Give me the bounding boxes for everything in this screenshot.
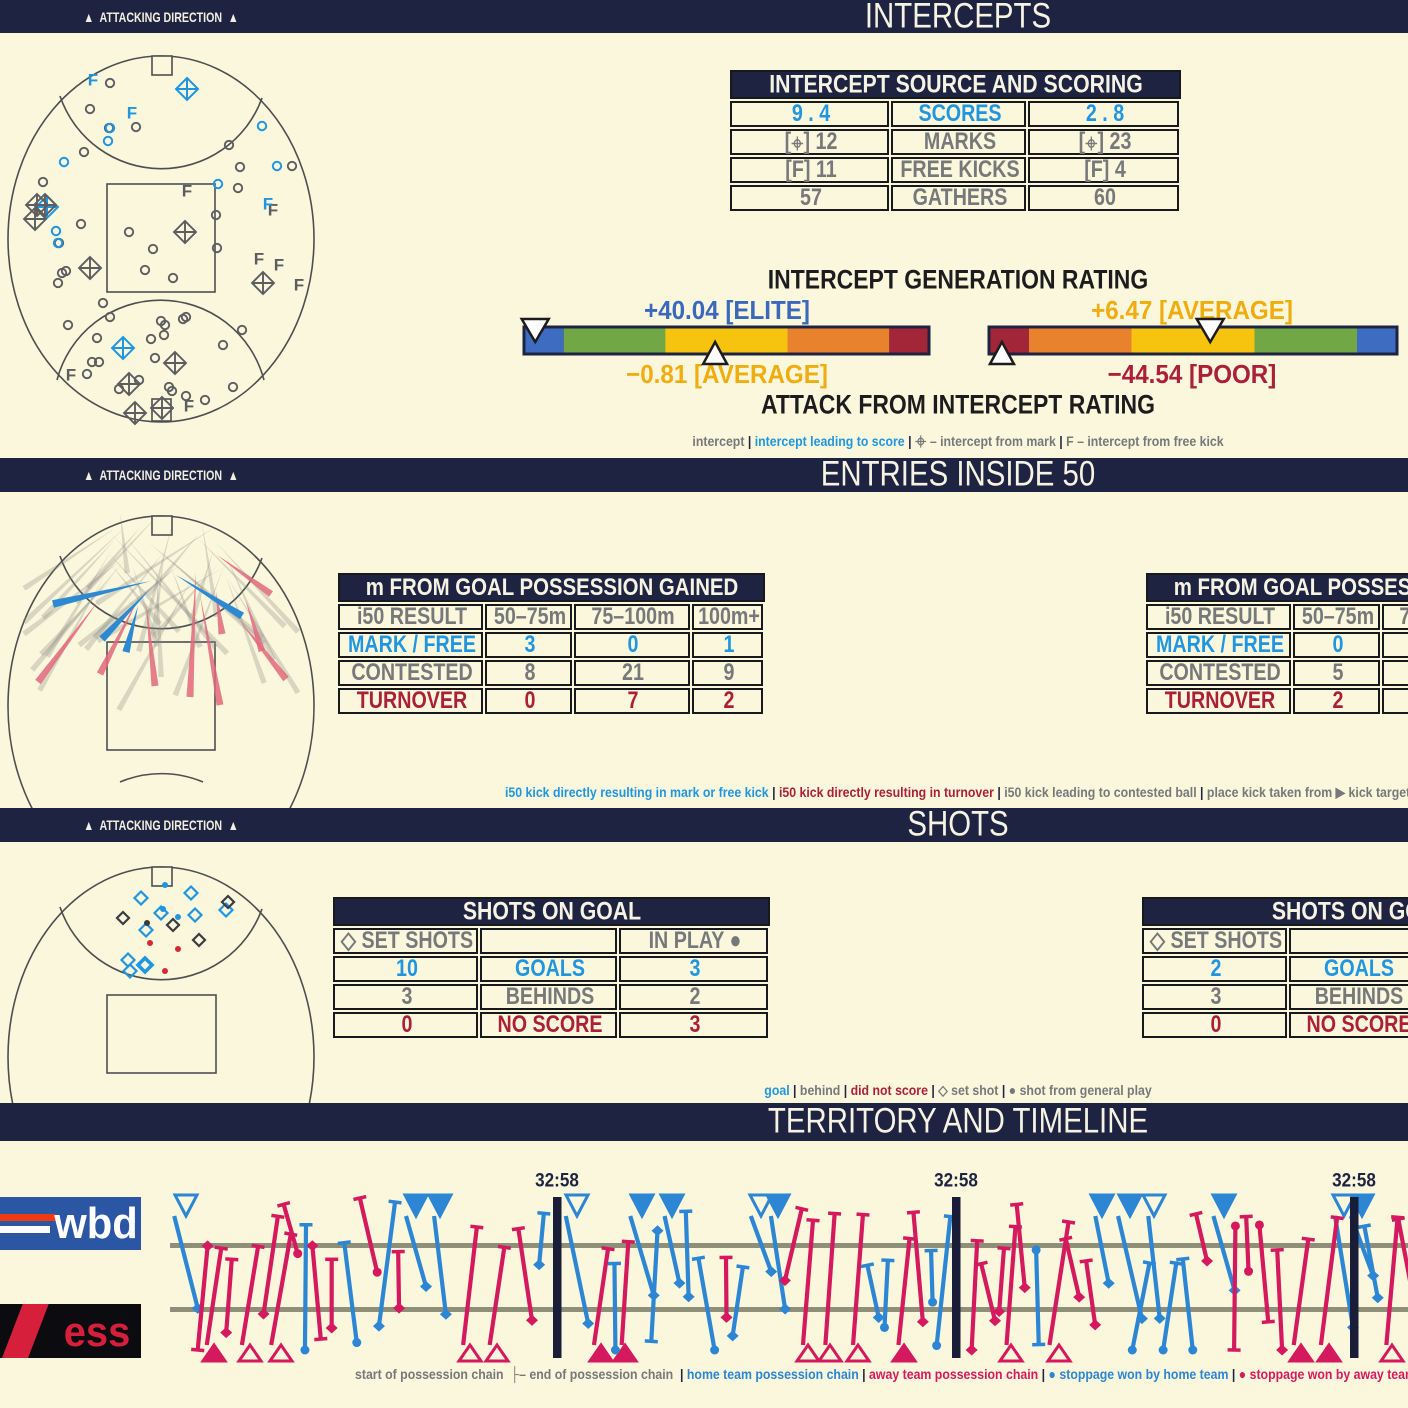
svg-text:F: F xyxy=(127,103,137,122)
svg-text:F: F xyxy=(294,275,304,294)
svg-text:F: F xyxy=(182,181,192,200)
svg-text:F: F xyxy=(274,255,284,274)
svg-text:F: F xyxy=(66,365,76,384)
svg-text:F: F xyxy=(184,396,194,415)
svg-text:F: F xyxy=(88,70,98,89)
svg-text:F: F xyxy=(254,249,264,268)
svg-text:F: F xyxy=(263,194,273,213)
svg-text:F: F xyxy=(268,200,278,219)
